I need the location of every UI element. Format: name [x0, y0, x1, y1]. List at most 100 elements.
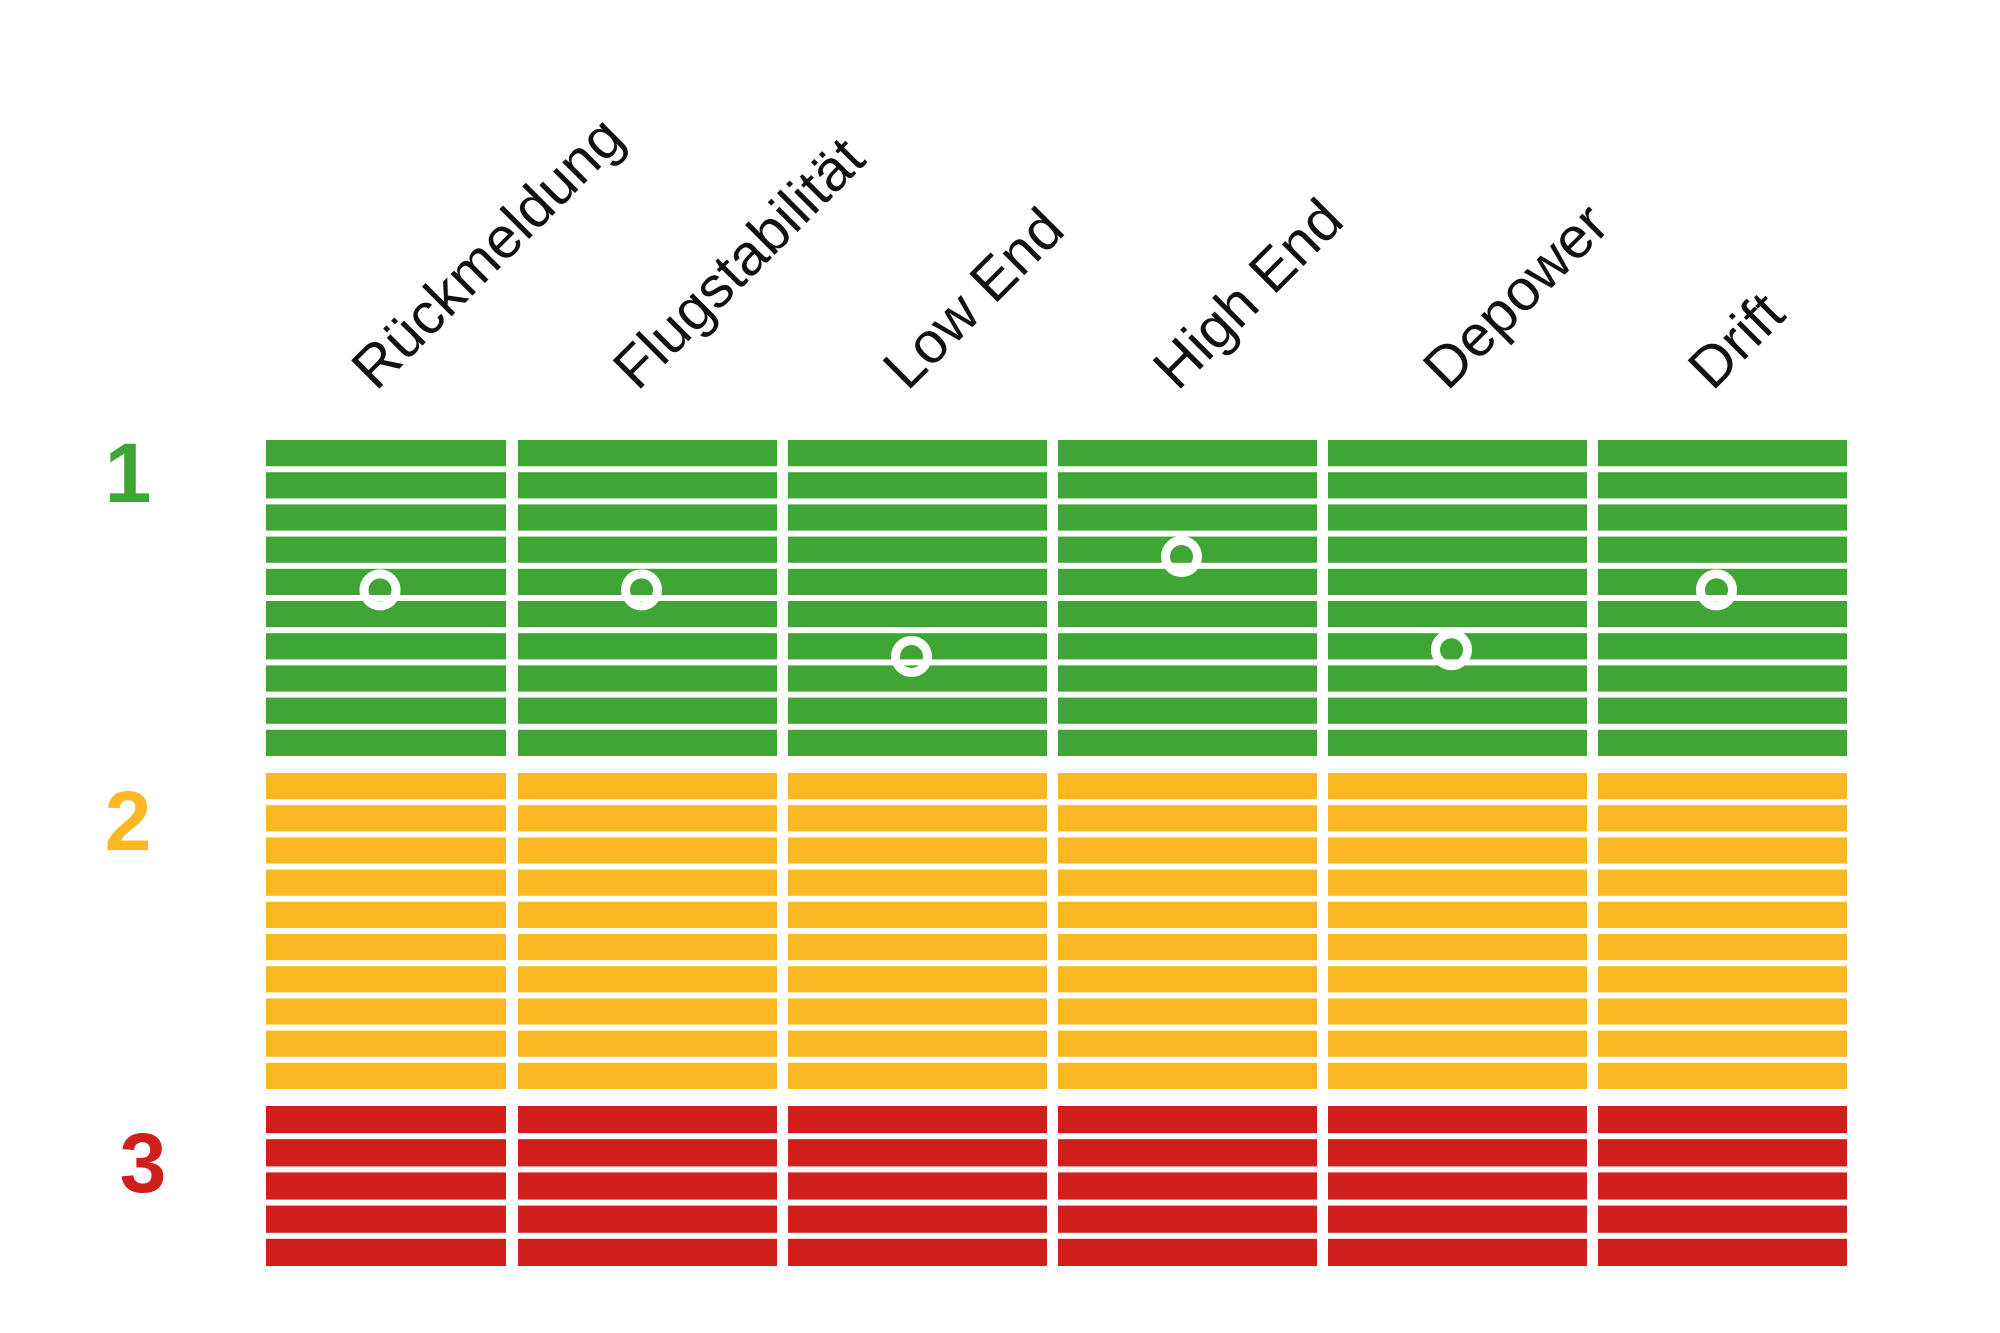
- grid-stripe: [518, 504, 777, 531]
- grid-stripe: [1598, 697, 1847, 724]
- grid-stripe: [266, 901, 506, 928]
- grid-stripe: [518, 440, 777, 467]
- grid-stripe: [1598, 805, 1847, 832]
- grid-stripe: [518, 773, 777, 800]
- grid-stripe: [1058, 472, 1317, 499]
- grid-stripe: [1058, 837, 1317, 864]
- grid-stripe: [788, 504, 1047, 531]
- grid-stripe: [266, 504, 506, 531]
- grid-stripe: [788, 837, 1047, 864]
- grid-stripe: [266, 440, 506, 467]
- rating-marker: [1696, 569, 1737, 611]
- column-label: Drift: [1676, 280, 1797, 401]
- grid-stripe: [1328, 568, 1587, 595]
- grid-stripe: [788, 1106, 1047, 1134]
- grid-stripe: [1058, 633, 1317, 660]
- grid-stripe: [518, 633, 777, 660]
- rating-marker: [891, 635, 932, 677]
- grid-stripe: [788, 966, 1047, 993]
- grid-stripe: [1328, 1030, 1587, 1057]
- grid-stripe: [266, 1106, 506, 1134]
- grid-stripe: [518, 998, 777, 1025]
- grid-stripe: [1328, 1205, 1587, 1233]
- grid-stripe: [1058, 966, 1317, 993]
- grid-stripe: [266, 1030, 506, 1057]
- grid-stripe: [1598, 837, 1847, 864]
- grid-stripe: [1058, 729, 1317, 756]
- rating-marker: [1161, 536, 1202, 578]
- grid-stripe: [788, 934, 1047, 961]
- grid-stripe: [788, 1205, 1047, 1233]
- grid-stripe: [788, 729, 1047, 756]
- grid-stripe: [1598, 1238, 1847, 1266]
- grid-stripe: [1058, 901, 1317, 928]
- grid-stripe: [788, 536, 1047, 563]
- grid-stripe: [518, 869, 777, 896]
- grid-stripe: [1058, 934, 1317, 961]
- grid-stripe: [1328, 773, 1587, 800]
- grid-stripe: [518, 665, 777, 692]
- grid-stripe: [266, 837, 506, 864]
- grid-stripe: [518, 1139, 777, 1167]
- grid-stripe: [1058, 1139, 1317, 1167]
- column-label: Flugstabilität: [601, 125, 877, 401]
- grid-stripe: [266, 1238, 506, 1266]
- grid-stripe: [1058, 805, 1317, 832]
- zone-label: 3: [120, 1116, 167, 1210]
- rating-marker: [621, 569, 662, 611]
- grid-stripe: [1598, 966, 1847, 993]
- grid-stripe: [1328, 869, 1587, 896]
- grid-stripe: [266, 1172, 506, 1200]
- grid-stripe: [788, 998, 1047, 1025]
- grid-stripe: [1598, 472, 1847, 499]
- grid-stripe: [1328, 1238, 1587, 1266]
- grid-stripe: [518, 1205, 777, 1233]
- grid-stripe: [518, 697, 777, 724]
- grid-stripe: [266, 729, 506, 756]
- grid-stripe: [1058, 504, 1317, 531]
- grid-stripe: [1598, 1062, 1847, 1089]
- grid-stripe: [1598, 1106, 1847, 1134]
- grid-stripe: [1058, 773, 1317, 800]
- grid-stripe: [1058, 665, 1317, 692]
- grid-stripe: [1058, 1030, 1317, 1057]
- grid-stripe: [1598, 504, 1847, 531]
- grid-stripe: [518, 805, 777, 832]
- grid-stripe: [1058, 1172, 1317, 1200]
- grid-stripe: [1058, 1106, 1317, 1134]
- grid-stripe: [1328, 601, 1587, 628]
- grid-stripe: [1598, 1205, 1847, 1233]
- grid-stripe: [1598, 665, 1847, 692]
- zone-label: 2: [105, 774, 152, 868]
- grid-stripe: [788, 472, 1047, 499]
- grid-stripe: [1058, 1062, 1317, 1089]
- grid-stripe: [518, 1030, 777, 1057]
- grid-stripe: [1328, 901, 1587, 928]
- grid-stripe: [266, 869, 506, 896]
- grid-stripe: [1328, 837, 1587, 864]
- grid-stripe: [1328, 472, 1587, 499]
- grid-stripe: [518, 1062, 777, 1089]
- grid-stripe: [1058, 869, 1317, 896]
- grid-stripe: [1328, 504, 1587, 531]
- column-label: High End: [1141, 187, 1356, 402]
- grid-stripe: [1058, 1205, 1317, 1233]
- grid-stripe: [788, 1238, 1047, 1266]
- grid-stripe: [1328, 665, 1587, 692]
- grid-stripe: [518, 901, 777, 928]
- grid-stripe: [266, 998, 506, 1025]
- grid-stripe: [1598, 440, 1847, 467]
- grid-stripe: [1328, 1172, 1587, 1200]
- grid-stripe: [266, 805, 506, 832]
- column-label: Low End: [871, 196, 1077, 402]
- grid-stripe: [266, 934, 506, 961]
- grid-stripe: [518, 729, 777, 756]
- grid-stripe: [1598, 869, 1847, 896]
- grid-stripe: [788, 805, 1047, 832]
- grid-stripe: [266, 536, 506, 563]
- rating-marker: [1431, 629, 1472, 671]
- grid-stripe: [266, 1062, 506, 1089]
- grid-stripe: [266, 633, 506, 660]
